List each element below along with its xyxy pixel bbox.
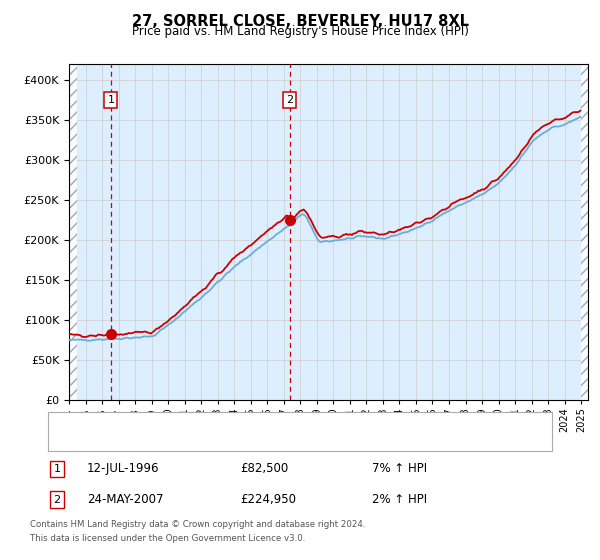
Text: £224,950: £224,950 — [240, 493, 296, 506]
Text: 2: 2 — [286, 95, 293, 105]
Text: £82,500: £82,500 — [240, 462, 288, 475]
Text: 2% ↑ HPI: 2% ↑ HPI — [372, 493, 427, 506]
Text: Contains HM Land Registry data © Crown copyright and database right 2024.: Contains HM Land Registry data © Crown c… — [30, 520, 365, 529]
Text: 7% ↑ HPI: 7% ↑ HPI — [372, 462, 427, 475]
Text: 2: 2 — [53, 494, 61, 505]
Bar — [581, 64, 588, 400]
Text: 1: 1 — [53, 464, 61, 474]
Text: 24-MAY-2007: 24-MAY-2007 — [87, 493, 163, 506]
Text: HPI: Average price, detached house, East Riding of Yorkshire: HPI: Average price, detached house, East… — [105, 436, 421, 446]
Text: 12-JUL-1996: 12-JUL-1996 — [87, 462, 160, 475]
Bar — [69, 64, 77, 400]
Text: ——: —— — [72, 435, 100, 448]
Text: Price paid vs. HM Land Registry's House Price Index (HPI): Price paid vs. HM Land Registry's House … — [131, 25, 469, 38]
Text: 1: 1 — [107, 95, 115, 105]
Text: 27, SORREL CLOSE, BEVERLEY, HU17 8XL (detached house): 27, SORREL CLOSE, BEVERLEY, HU17 8XL (de… — [105, 416, 416, 426]
Text: ——: —— — [72, 414, 100, 428]
Text: 27, SORREL CLOSE, BEVERLEY, HU17 8XL: 27, SORREL CLOSE, BEVERLEY, HU17 8XL — [131, 14, 469, 29]
Text: This data is licensed under the Open Government Licence v3.0.: This data is licensed under the Open Gov… — [30, 534, 305, 543]
